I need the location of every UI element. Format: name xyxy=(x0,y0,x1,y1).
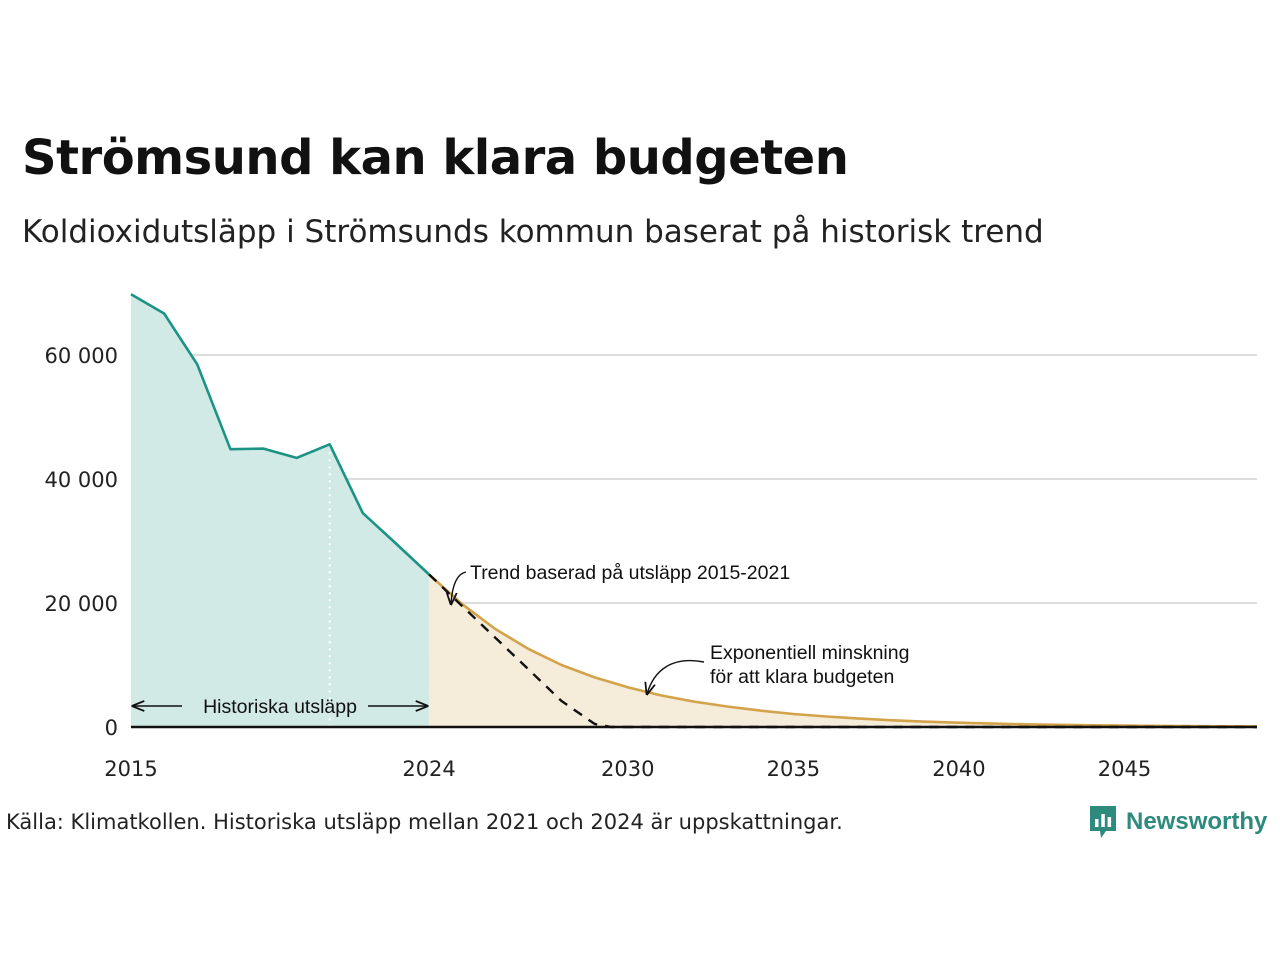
x-tick-label: 2015 xyxy=(104,757,157,781)
source-note: Källa: Klimatkollen. Historiska utsläpp … xyxy=(6,810,843,834)
historical-line xyxy=(130,293,430,576)
x-tick-label: 2045 xyxy=(1098,757,1151,781)
emissions-chart: 0 20 000 40 000 60 000 2015 2024 2030 2035 2040 2… xyxy=(45,293,1258,781)
chart-subtitle: Koldioxidutsläpp i Strömsunds kommun bas… xyxy=(22,214,1044,250)
budget-annotation-label: Exponentiell minskning xyxy=(710,642,909,664)
trend-annotation-label: Trend baserad på utsläpp 2015-2021 xyxy=(470,562,790,584)
y-tick-label: 60 000 xyxy=(45,344,118,368)
chart-title: Strömsund kan klara budgeten xyxy=(22,130,849,186)
newsworthy-bar-chart-icon xyxy=(1090,806,1116,838)
x-tick-label: 2040 xyxy=(932,757,985,781)
y-tick-label: 20 000 xyxy=(45,592,118,616)
x-tick-label: 2035 xyxy=(767,757,820,781)
logo-text: Newsworthy xyxy=(1126,808,1268,835)
historical-area xyxy=(131,294,430,727)
y-tick-label: 40 000 xyxy=(45,468,118,492)
axis-layer: 0 20 000 40 000 60 000 2015 2024 2030 2035 2040 2… xyxy=(45,344,1257,781)
budget-line xyxy=(428,573,1258,728)
trend-line xyxy=(428,573,1257,729)
y-tick-label: 0 xyxy=(105,716,118,740)
budget-area xyxy=(429,574,1257,727)
budget-annotation-arrow xyxy=(647,660,705,694)
newsworthy-logo[interactable]: Newsworthy xyxy=(1088,804,1267,840)
line-layer xyxy=(130,293,1258,729)
trend-annotation-arrow xyxy=(451,571,467,604)
annotation-layer: Historiska utsläpp Trend baserad på utslä… xyxy=(133,562,909,718)
x-tick-label: 2024 xyxy=(402,757,455,781)
x-tick-label: 2030 xyxy=(601,757,654,781)
budget-annotation-label: för att klara budgeten xyxy=(710,666,894,688)
area-layer xyxy=(131,294,1257,727)
historical-range-label: Historiska utsläpp xyxy=(203,696,357,718)
